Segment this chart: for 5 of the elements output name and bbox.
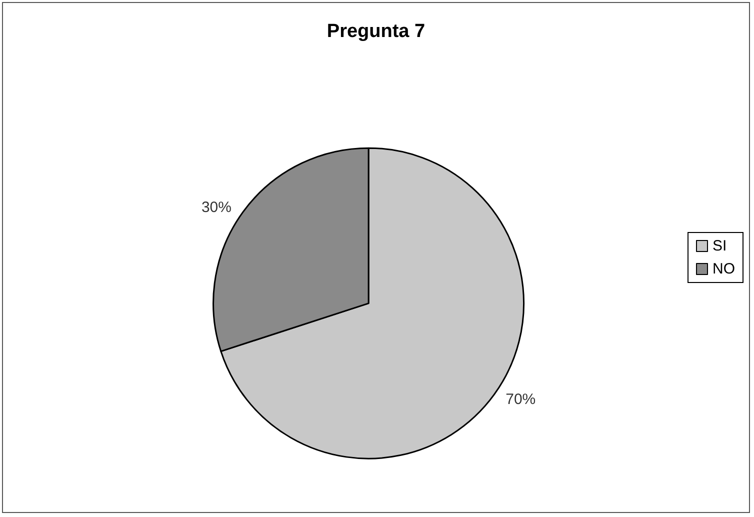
legend-label: SI <box>712 238 727 254</box>
data-label: 70% <box>506 390 536 408</box>
data-label: 30% <box>201 198 232 216</box>
chart-title: Pregunta 7 <box>326 21 426 42</box>
legend-label: NO <box>712 260 735 278</box>
